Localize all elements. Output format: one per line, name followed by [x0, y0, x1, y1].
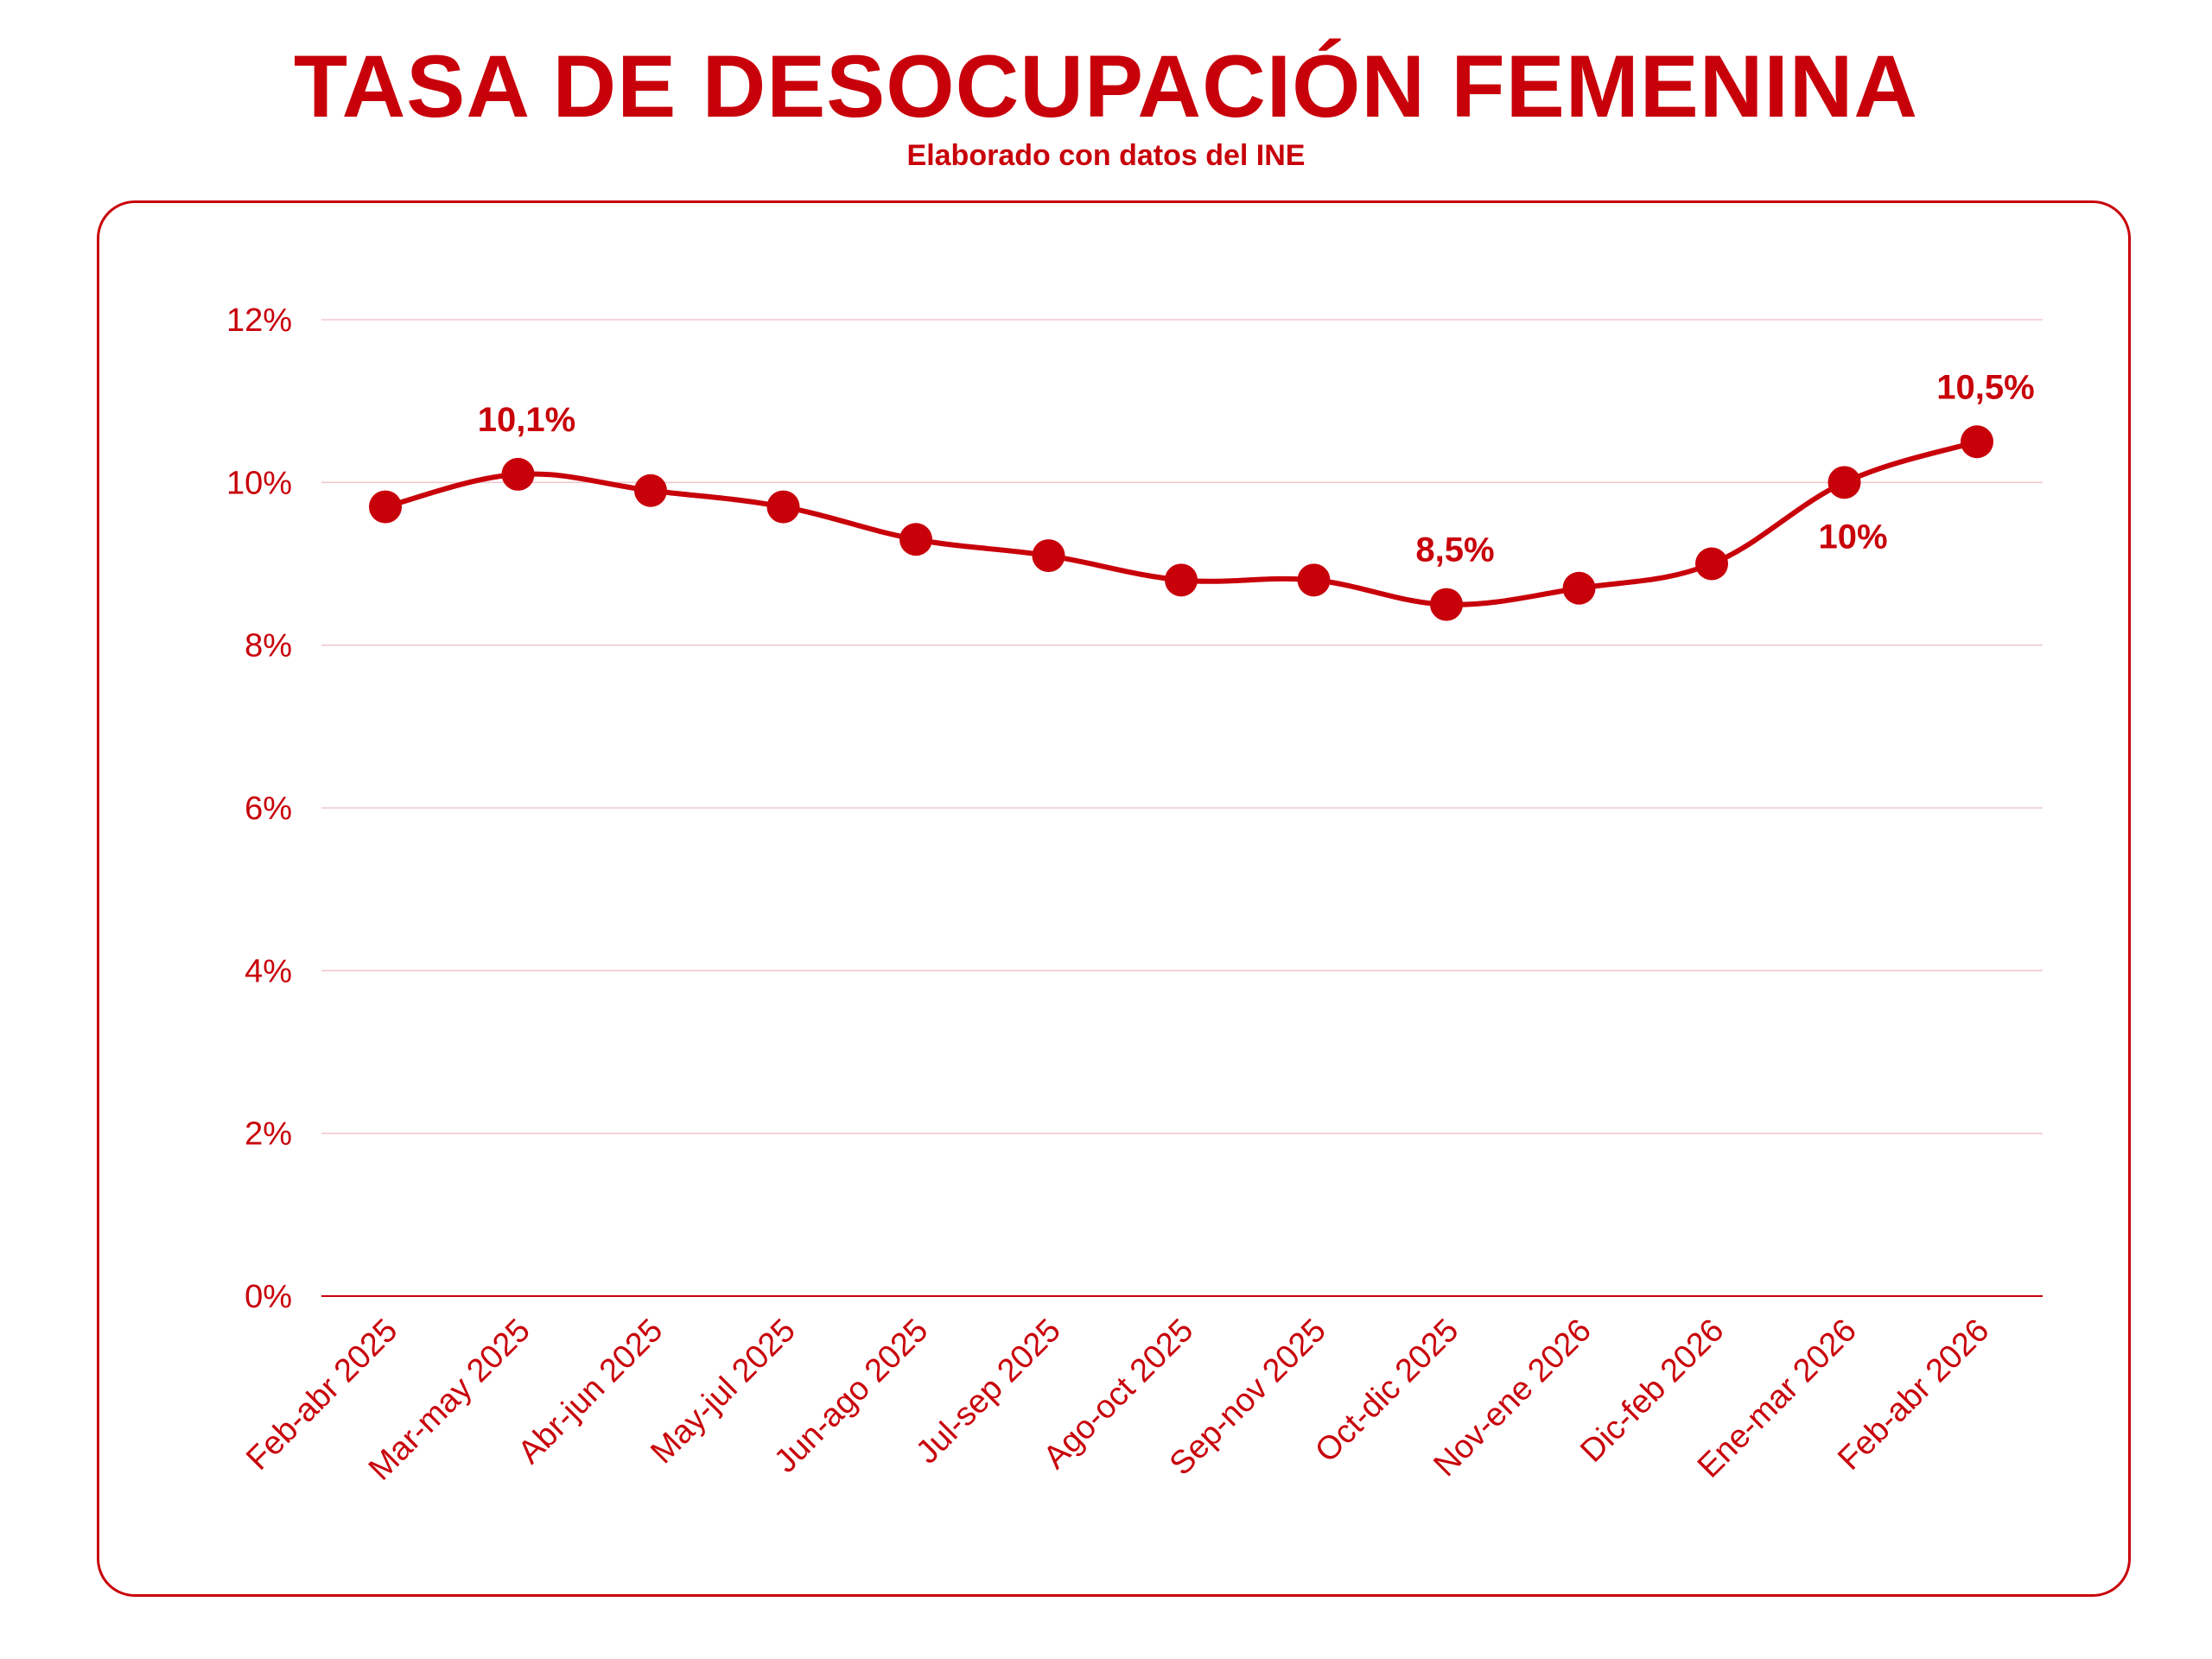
data-point [1032, 539, 1065, 573]
data-point [634, 474, 667, 507]
data-point [1430, 588, 1463, 621]
y-tick-label: 6% [245, 791, 292, 827]
data-point [766, 490, 800, 524]
y-axis-ticks: 0% 2% 4% 6% 8% 10% 12% [226, 302, 292, 1315]
gridlines [321, 319, 2043, 1297]
data-labels: 10,1% 8,5% 10% 10,5% [478, 368, 2035, 569]
y-tick-label: 10% [226, 465, 292, 501]
data-point [501, 457, 535, 491]
data-point [1961, 425, 1993, 459]
chart-card [97, 200, 2131, 1597]
data-label: 10,1% [478, 401, 575, 439]
y-tick-label: 0% [245, 1279, 292, 1315]
y-tick-label: 4% [245, 953, 292, 989]
data-points [369, 425, 1993, 621]
data-point [369, 490, 402, 524]
y-tick-label: 12% [226, 302, 292, 339]
data-label: 10% [1818, 518, 1887, 556]
data-point [1165, 563, 1198, 597]
data-point [1827, 466, 1861, 499]
chart-subtitle: Elaborado con datos del INE [906, 139, 1306, 172]
data-point [899, 523, 932, 556]
data-point [1297, 563, 1331, 597]
data-label: 8,5% [1415, 531, 1494, 569]
y-tick-label: 8% [245, 628, 292, 664]
y-tick-label: 2% [245, 1116, 292, 1153]
data-point [1562, 571, 1596, 605]
data-label: 10,5% [1936, 368, 2034, 406]
chart-title: TASA DE DESOCUPACIÓN FEMENINA [293, 37, 1919, 136]
data-point [1695, 547, 1728, 581]
